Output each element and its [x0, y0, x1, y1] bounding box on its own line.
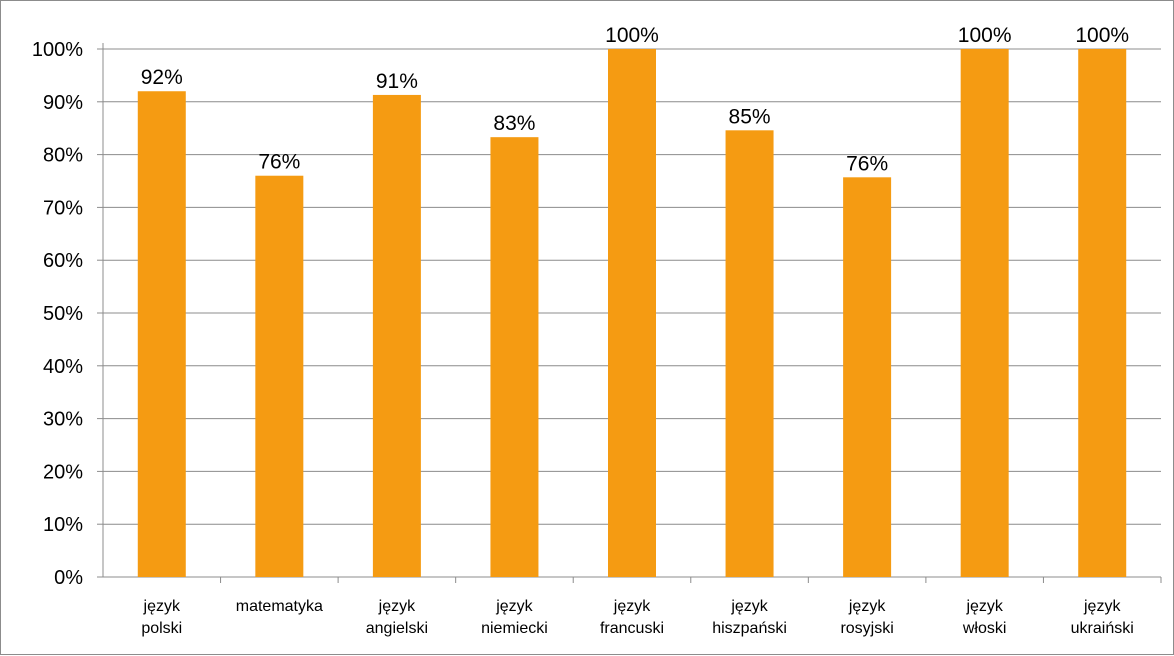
x-tick-label: włoski [962, 620, 1007, 637]
data-label: 83% [493, 112, 535, 135]
y-tick-label: 10% [43, 514, 83, 536]
data-label: 76% [846, 152, 888, 175]
bar [137, 91, 186, 578]
x-tick-label: język [848, 598, 886, 615]
y-tick-label: 40% [43, 356, 83, 378]
x-tick-label: niemiecki [481, 620, 548, 637]
y-tick-label: 20% [43, 461, 83, 483]
bar [372, 94, 421, 577]
x-tick-label: język [378, 598, 416, 615]
y-tick-label: 0% [54, 567, 83, 589]
data-label: 100% [605, 24, 659, 47]
x-tick-label: język [730, 598, 768, 615]
bar [608, 49, 656, 577]
bar [960, 49, 1009, 577]
x-tick-label: angielski [366, 620, 428, 637]
y-tick-label: 60% [43, 250, 83, 272]
x-tick-label: hiszpański [712, 620, 787, 637]
x-tick-label: rosyjski [840, 620, 893, 637]
x-tick-label: język [495, 598, 533, 615]
data-label: 100% [958, 24, 1012, 47]
bar [843, 177, 892, 577]
data-label: 92% [141, 66, 183, 89]
x-tick-label: język [613, 598, 651, 615]
x-tick-label: polski [141, 620, 182, 637]
y-tick-label: 80% [43, 145, 83, 167]
y-tick-label: 90% [43, 92, 83, 114]
x-tick-label: język [1083, 598, 1121, 615]
x-tick-label: język [965, 598, 1003, 615]
y-tick-label: 30% [43, 409, 83, 431]
x-tick-label: ukraiński [1071, 620, 1134, 637]
bar [490, 137, 539, 577]
bar [725, 130, 774, 577]
y-tick-label: 100% [32, 39, 83, 61]
x-tick-label: język [143, 598, 181, 615]
data-label: 76% [258, 151, 300, 174]
x-tick-label: francuski [600, 620, 664, 637]
bar [1078, 49, 1127, 577]
data-label: 91% [376, 70, 418, 93]
data-label: 100% [1075, 24, 1129, 47]
y-tick-label: 70% [43, 197, 83, 219]
x-tick-label: matematyka [236, 598, 323, 615]
data-label: 85% [729, 105, 771, 128]
y-tick-label: 50% [43, 303, 83, 325]
bar [255, 175, 304, 577]
